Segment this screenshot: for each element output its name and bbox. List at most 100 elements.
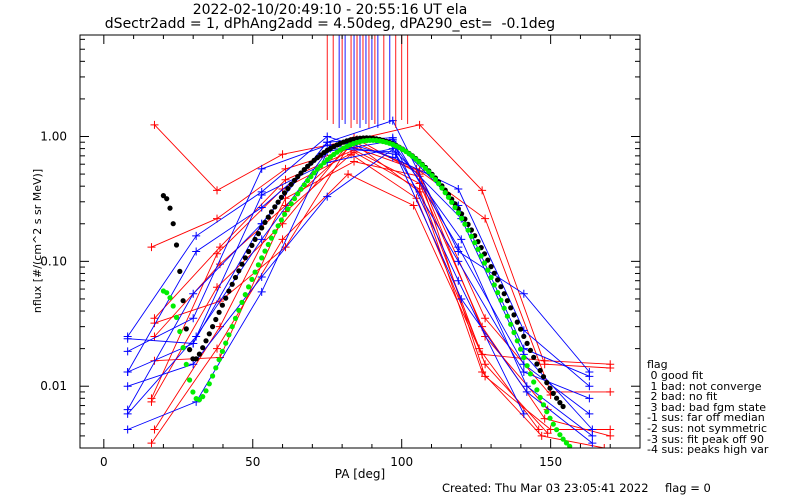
series-marker-12-1 [189,314,198,323]
y-tick-label: 1.00 [40,129,67,143]
fit-black-dot [160,193,166,199]
series-marker-0-4 [415,120,424,129]
fit-black-dot [164,196,170,202]
fit-black-dot [537,367,543,374]
fit-green-dot [206,381,212,387]
series-marker-17-0 [123,425,132,434]
fit-black-dot [167,205,173,211]
fit-green-dot [550,421,556,427]
fit-green-dot [173,314,180,320]
series-marker-0-5 [478,186,487,195]
fit-black-dot [278,194,284,200]
fit-black-dot [219,302,225,308]
fit-black-dot [213,316,219,323]
fit-green-dot [223,340,229,346]
series-marker-14-2 [257,203,266,212]
series-line-2 [154,149,611,437]
series-marker-0-1 [213,186,222,195]
series-marker-17-2 [257,287,266,296]
fit-black-dot [255,231,261,237]
fit-black-dot [524,340,530,346]
series-marker-0-0 [150,120,159,129]
fit-green-dot [278,217,284,223]
fit-green-dot [314,166,320,172]
fit-black-dot [229,281,235,287]
fit-green-dot [177,328,183,335]
series-line-1 [151,146,611,393]
x-tick-label: 0 [100,455,108,469]
series-marker-1-7 [606,387,615,396]
fit-green-dot [557,432,563,438]
series-marker-15-0 [123,382,132,391]
series-marker-15-5 [457,235,466,244]
fit-green-dot [554,427,560,433]
fit-black-dot [206,331,212,337]
fit-green-dot [282,211,288,217]
series-line-11 [127,148,590,399]
fit-green-dot [275,223,281,229]
fit-black-dot [521,333,527,339]
fit-green-dot [547,415,553,421]
fit-green-dot [419,162,425,168]
fit-green-dot [252,269,258,275]
x-tick-label: 100 [390,455,413,469]
series-marker-9-4 [415,184,424,193]
fit-black-dot [232,274,239,281]
series-marker-1-1 [213,214,222,223]
fit-black-dot [200,345,206,351]
fit-black-dot [531,354,537,360]
fit-black-dot [275,199,281,205]
fit-green-dot [285,206,291,212]
fit-black-dot [193,356,199,362]
fit-black-dot [488,264,494,270]
y-axis-label: nflux [#/(cm^2 s sr MeV)] [31,169,44,313]
fit-black-dot [534,361,540,367]
flag-value: flag = 0 [665,481,711,495]
fit-green-dot [219,348,225,354]
fit-green-dot [524,363,530,369]
fit-green-dot [465,227,471,233]
series-marker-7-5 [481,314,490,323]
series-marker-3-6 [537,431,546,440]
fit-black-dot [249,242,255,248]
series-marker-15-2 [257,272,266,281]
legend-item: -2 sus: not symmetric [647,422,767,435]
fit-black-dot [265,214,271,220]
fit-green-dot [537,394,543,401]
series-marker-6-0 [147,439,156,448]
fit-black-dot [268,209,275,215]
series-marker-15-3 [323,192,332,201]
fit-green-dot [242,292,248,298]
series-line-0 [154,124,611,369]
fit-black-dot [285,186,291,192]
series-marker-9-5 [481,360,490,369]
fit-black-dot [226,288,232,294]
fit-green-dot [210,373,216,379]
legend-item: 1 bad: not converge [647,379,762,393]
fit-green-dot [232,315,239,321]
series-marker-4-1 [213,283,222,292]
fit-green-dot [203,388,209,394]
legend-title: flag [647,358,668,371]
fit-black-dot [216,309,222,315]
fit-black-dot [560,403,566,410]
fit-green-dot [213,365,219,371]
fit-green-dot [416,159,422,165]
fit-green-dot [239,299,245,305]
fit-black-dot [495,277,501,283]
series-marker-8-7 [606,360,615,369]
fit-green-dot [216,357,222,363]
fit-black-dot [554,395,560,401]
fit-black-dot [305,163,311,169]
created-timestamp: Created: Thu Mar 03 23:05:41 2022 [442,481,649,495]
fit-black-dot [557,400,563,406]
fit-black-dot [501,291,507,297]
series-line-3 [154,142,605,448]
fit-green-dot [226,332,232,338]
fit-green-dot [291,196,298,202]
fit-green-dot [445,194,452,200]
series-marker-8-6 [540,356,549,365]
series-marker-13-1 [192,231,201,240]
legend-item: 0 good fit [647,369,704,382]
series-marker-5-5 [481,372,490,381]
